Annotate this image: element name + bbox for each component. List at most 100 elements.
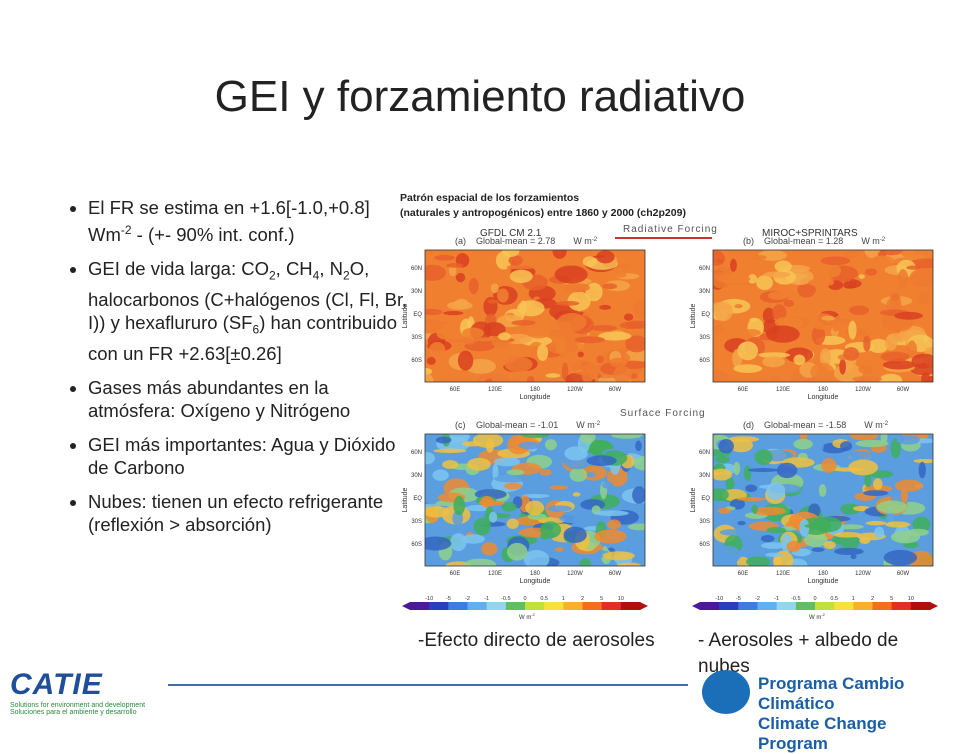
panel-mean: Global-mean = -1.58 W m-2	[764, 420, 889, 430]
map-blob	[747, 274, 758, 284]
map-blob	[756, 275, 773, 291]
map-blob	[793, 438, 813, 450]
map-blob	[858, 364, 873, 374]
map-frame	[712, 249, 934, 383]
map-blob	[812, 516, 842, 533]
bullet-text: , CH	[275, 258, 313, 280]
cbar-tick: 0	[523, 596, 526, 602]
panel-label: (a)	[455, 236, 466, 246]
map-blob	[577, 351, 584, 358]
lon-tick: 120W	[855, 571, 871, 577]
map-blob	[885, 521, 911, 528]
footer-line	[168, 684, 688, 686]
cbar-cell	[776, 602, 797, 610]
map-blob	[868, 338, 889, 354]
lon-axis: Longitude	[520, 578, 551, 585]
map-blob	[718, 273, 751, 284]
unit-exp: -2	[883, 421, 889, 427]
cbar-cell	[891, 602, 912, 610]
cbar-tick: 2	[581, 596, 584, 602]
cbar-tick: 0.5	[540, 596, 548, 602]
caption: -Efecto directo de aerosoles	[418, 630, 655, 651]
map-blob	[426, 357, 436, 365]
map-blob	[907, 340, 917, 359]
lat-tick: 30N	[699, 289, 710, 295]
map-blob	[803, 533, 828, 548]
map-blob	[736, 556, 750, 566]
cbar-tick: 5	[890, 596, 893, 602]
map-blob	[870, 255, 894, 265]
map-blob	[442, 460, 459, 469]
panel-label: (b)	[743, 236, 754, 246]
cbar-cell	[738, 602, 758, 610]
map-blob	[880, 351, 910, 362]
map-blob	[754, 449, 773, 465]
map-blob	[572, 492, 581, 497]
map-blob	[821, 315, 836, 321]
cbar-end	[640, 602, 648, 610]
map-blob	[506, 542, 528, 561]
cbar-cell	[525, 602, 545, 610]
map-blob	[544, 439, 557, 451]
cbar-tick: -10	[425, 596, 433, 602]
map-blob	[622, 250, 633, 256]
cbar-end	[692, 602, 700, 610]
cbar-cell	[910, 602, 931, 610]
map-blob	[897, 269, 909, 289]
map-blob	[433, 448, 467, 454]
program-icon	[702, 670, 750, 714]
unit: W m	[576, 420, 595, 430]
map-blob	[602, 551, 635, 561]
map-blob	[864, 473, 872, 488]
map-blob	[502, 250, 520, 257]
logo-text: CATIE	[10, 668, 103, 701]
map-blob	[865, 520, 887, 526]
map-blob	[635, 440, 642, 452]
unit-exp: -2	[592, 237, 598, 243]
map-blob	[613, 366, 632, 382]
map-blob	[508, 255, 523, 266]
map-blob	[554, 547, 565, 552]
map-blob	[490, 283, 499, 294]
map-blob	[890, 438, 901, 459]
map-blob	[506, 469, 525, 476]
map-blob	[539, 468, 552, 476]
map-blob	[718, 439, 734, 454]
row-label: Radiative Forcing	[623, 224, 718, 235]
panel-mean: Global-mean = 1.28 W m-2	[764, 236, 886, 246]
map-blob	[786, 540, 802, 553]
unit-exp: -2	[880, 237, 886, 243]
unit-exp: -2	[531, 612, 535, 617]
map-blob	[774, 260, 792, 273]
map-blob	[896, 435, 920, 445]
lat-axis: Latitude	[690, 303, 697, 328]
bullet-text: ) han contribuido con un FR +2.63[±0.26]	[88, 311, 397, 364]
map-blob	[832, 325, 839, 332]
map-blob	[848, 320, 857, 340]
map	[425, 434, 645, 566]
map-blob	[761, 542, 786, 549]
map-blob	[483, 322, 506, 337]
map-blob	[766, 482, 786, 501]
panel-label: (d)	[743, 420, 754, 430]
map-blob	[596, 250, 615, 264]
cbar-tick: 10	[618, 596, 624, 602]
lat-tick: 30S	[699, 519, 710, 525]
map-blob	[713, 488, 729, 502]
bullet-text: El FR se estima en +1.6[-1.0,+0.8] Wm	[88, 197, 370, 246]
bullet-text: , N	[319, 258, 343, 280]
lat-axis: Latitude	[402, 303, 409, 328]
map-blob	[569, 467, 588, 482]
row-label: Surface Forcing	[620, 408, 706, 419]
lon-tick: 120E	[488, 387, 502, 393]
map-blob	[713, 369, 729, 382]
cbar-cell	[815, 602, 835, 610]
catie-logo: CATIE Solutions for environment and deve…	[10, 668, 190, 716]
tagline: Soluciones para el ambiente y desarrollo	[10, 709, 137, 716]
map-blob	[840, 503, 861, 515]
lat-tick: 30S	[699, 335, 710, 341]
map-blob	[602, 283, 618, 290]
program-name: Programa Cambio Climático Climate Change…	[758, 674, 960, 754]
map-blob	[839, 358, 846, 375]
map-blob	[632, 456, 645, 471]
